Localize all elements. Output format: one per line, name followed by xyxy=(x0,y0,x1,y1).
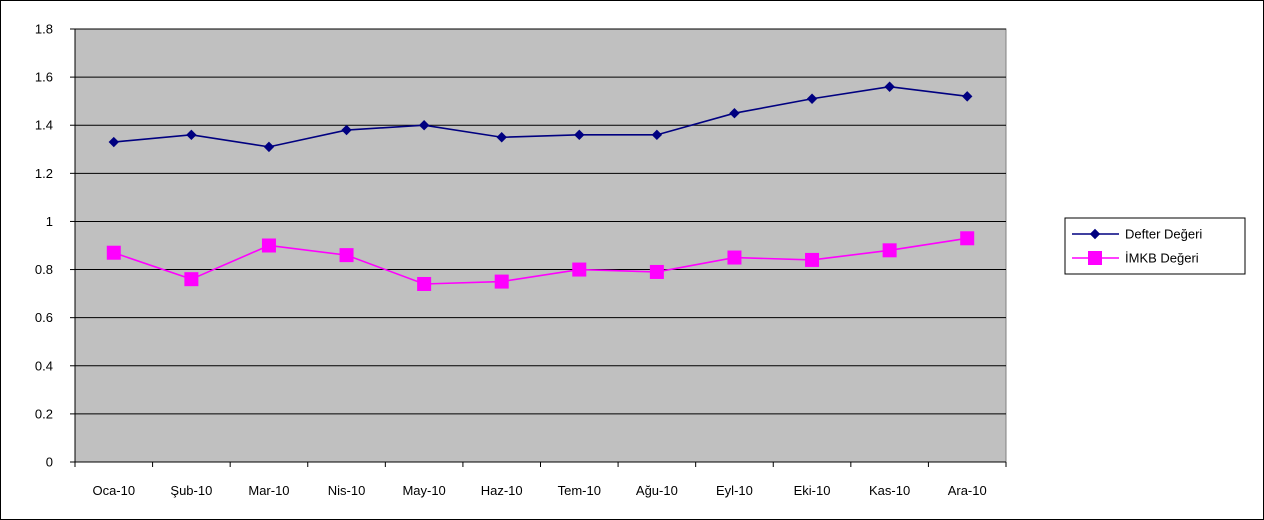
data-point xyxy=(418,120,430,131)
series-line xyxy=(113,237,968,285)
data-point xyxy=(108,136,119,148)
data-point xyxy=(806,93,818,104)
legend-label: İMKB Değeri xyxy=(1125,251,1199,266)
x-tick-label: Eyl-10 xyxy=(716,483,753,498)
x-tick-label: Şub-10 xyxy=(170,483,212,498)
legend-marker xyxy=(1088,251,1102,265)
x-tick-label: Kas-10 xyxy=(869,483,910,498)
data-point xyxy=(417,276,432,291)
data-point xyxy=(494,274,509,289)
legend: Defter Değeri İMKB Değeri xyxy=(1064,217,1246,275)
legend-marker xyxy=(1089,228,1101,240)
x-tick-label: Haz-10 xyxy=(481,483,523,498)
y-tick-label: 0.6 xyxy=(35,310,53,325)
data-point xyxy=(186,129,197,141)
data-point xyxy=(649,264,664,279)
data-point xyxy=(884,81,895,92)
y-tick-label: 1.6 xyxy=(35,70,53,85)
series-imkb-degeri xyxy=(106,231,975,291)
legend-label: Defter Değeri xyxy=(1125,227,1202,242)
data-point xyxy=(263,141,275,153)
data-point xyxy=(651,129,663,141)
plot-layer: 0 0.2 0.4 0.6 0.8 1 1.2 1.4 1.6 1.8 Oca-10 Şub-10 Ma… xyxy=(35,22,1007,498)
x-tick-label: May-10 xyxy=(402,483,445,498)
x-tick-label: Nis-10 xyxy=(328,483,366,498)
data-point xyxy=(727,250,742,265)
y-tick-label: 1.4 xyxy=(35,118,53,133)
x-tick-label: Mar-10 xyxy=(248,483,289,498)
data-point xyxy=(574,129,585,141)
data-point xyxy=(496,132,507,143)
data-point xyxy=(339,248,354,263)
series-defter-degeri xyxy=(108,81,973,153)
data-point xyxy=(960,231,975,246)
data-point xyxy=(184,272,199,287)
data-point xyxy=(106,245,121,260)
x-tick-label: Eki-10 xyxy=(794,483,831,498)
plot-background xyxy=(74,28,1007,463)
y-tick-label: 1.2 xyxy=(35,166,53,181)
x-tick-label: Tem-10 xyxy=(558,483,601,498)
y-tick-label: 0.8 xyxy=(35,262,53,277)
x-tick-label: Ara-10 xyxy=(948,483,987,498)
x-tick-label: Oca-10 xyxy=(92,483,135,498)
data-point xyxy=(729,107,740,119)
data-point xyxy=(882,243,897,258)
y-tick-label: 0 xyxy=(46,455,53,470)
data-point xyxy=(962,91,973,102)
y-tick-label: 0.2 xyxy=(35,406,53,421)
y-tick-label: 0.4 xyxy=(35,358,53,373)
data-point xyxy=(572,262,587,277)
x-tick-label: Ağu-10 xyxy=(636,483,678,498)
y-tick-label: 1.8 xyxy=(35,22,53,37)
series-line xyxy=(113,85,968,148)
data-point xyxy=(341,124,352,136)
y-tick-label: 1 xyxy=(46,214,53,229)
data-point xyxy=(805,252,820,267)
data-point xyxy=(261,238,276,253)
